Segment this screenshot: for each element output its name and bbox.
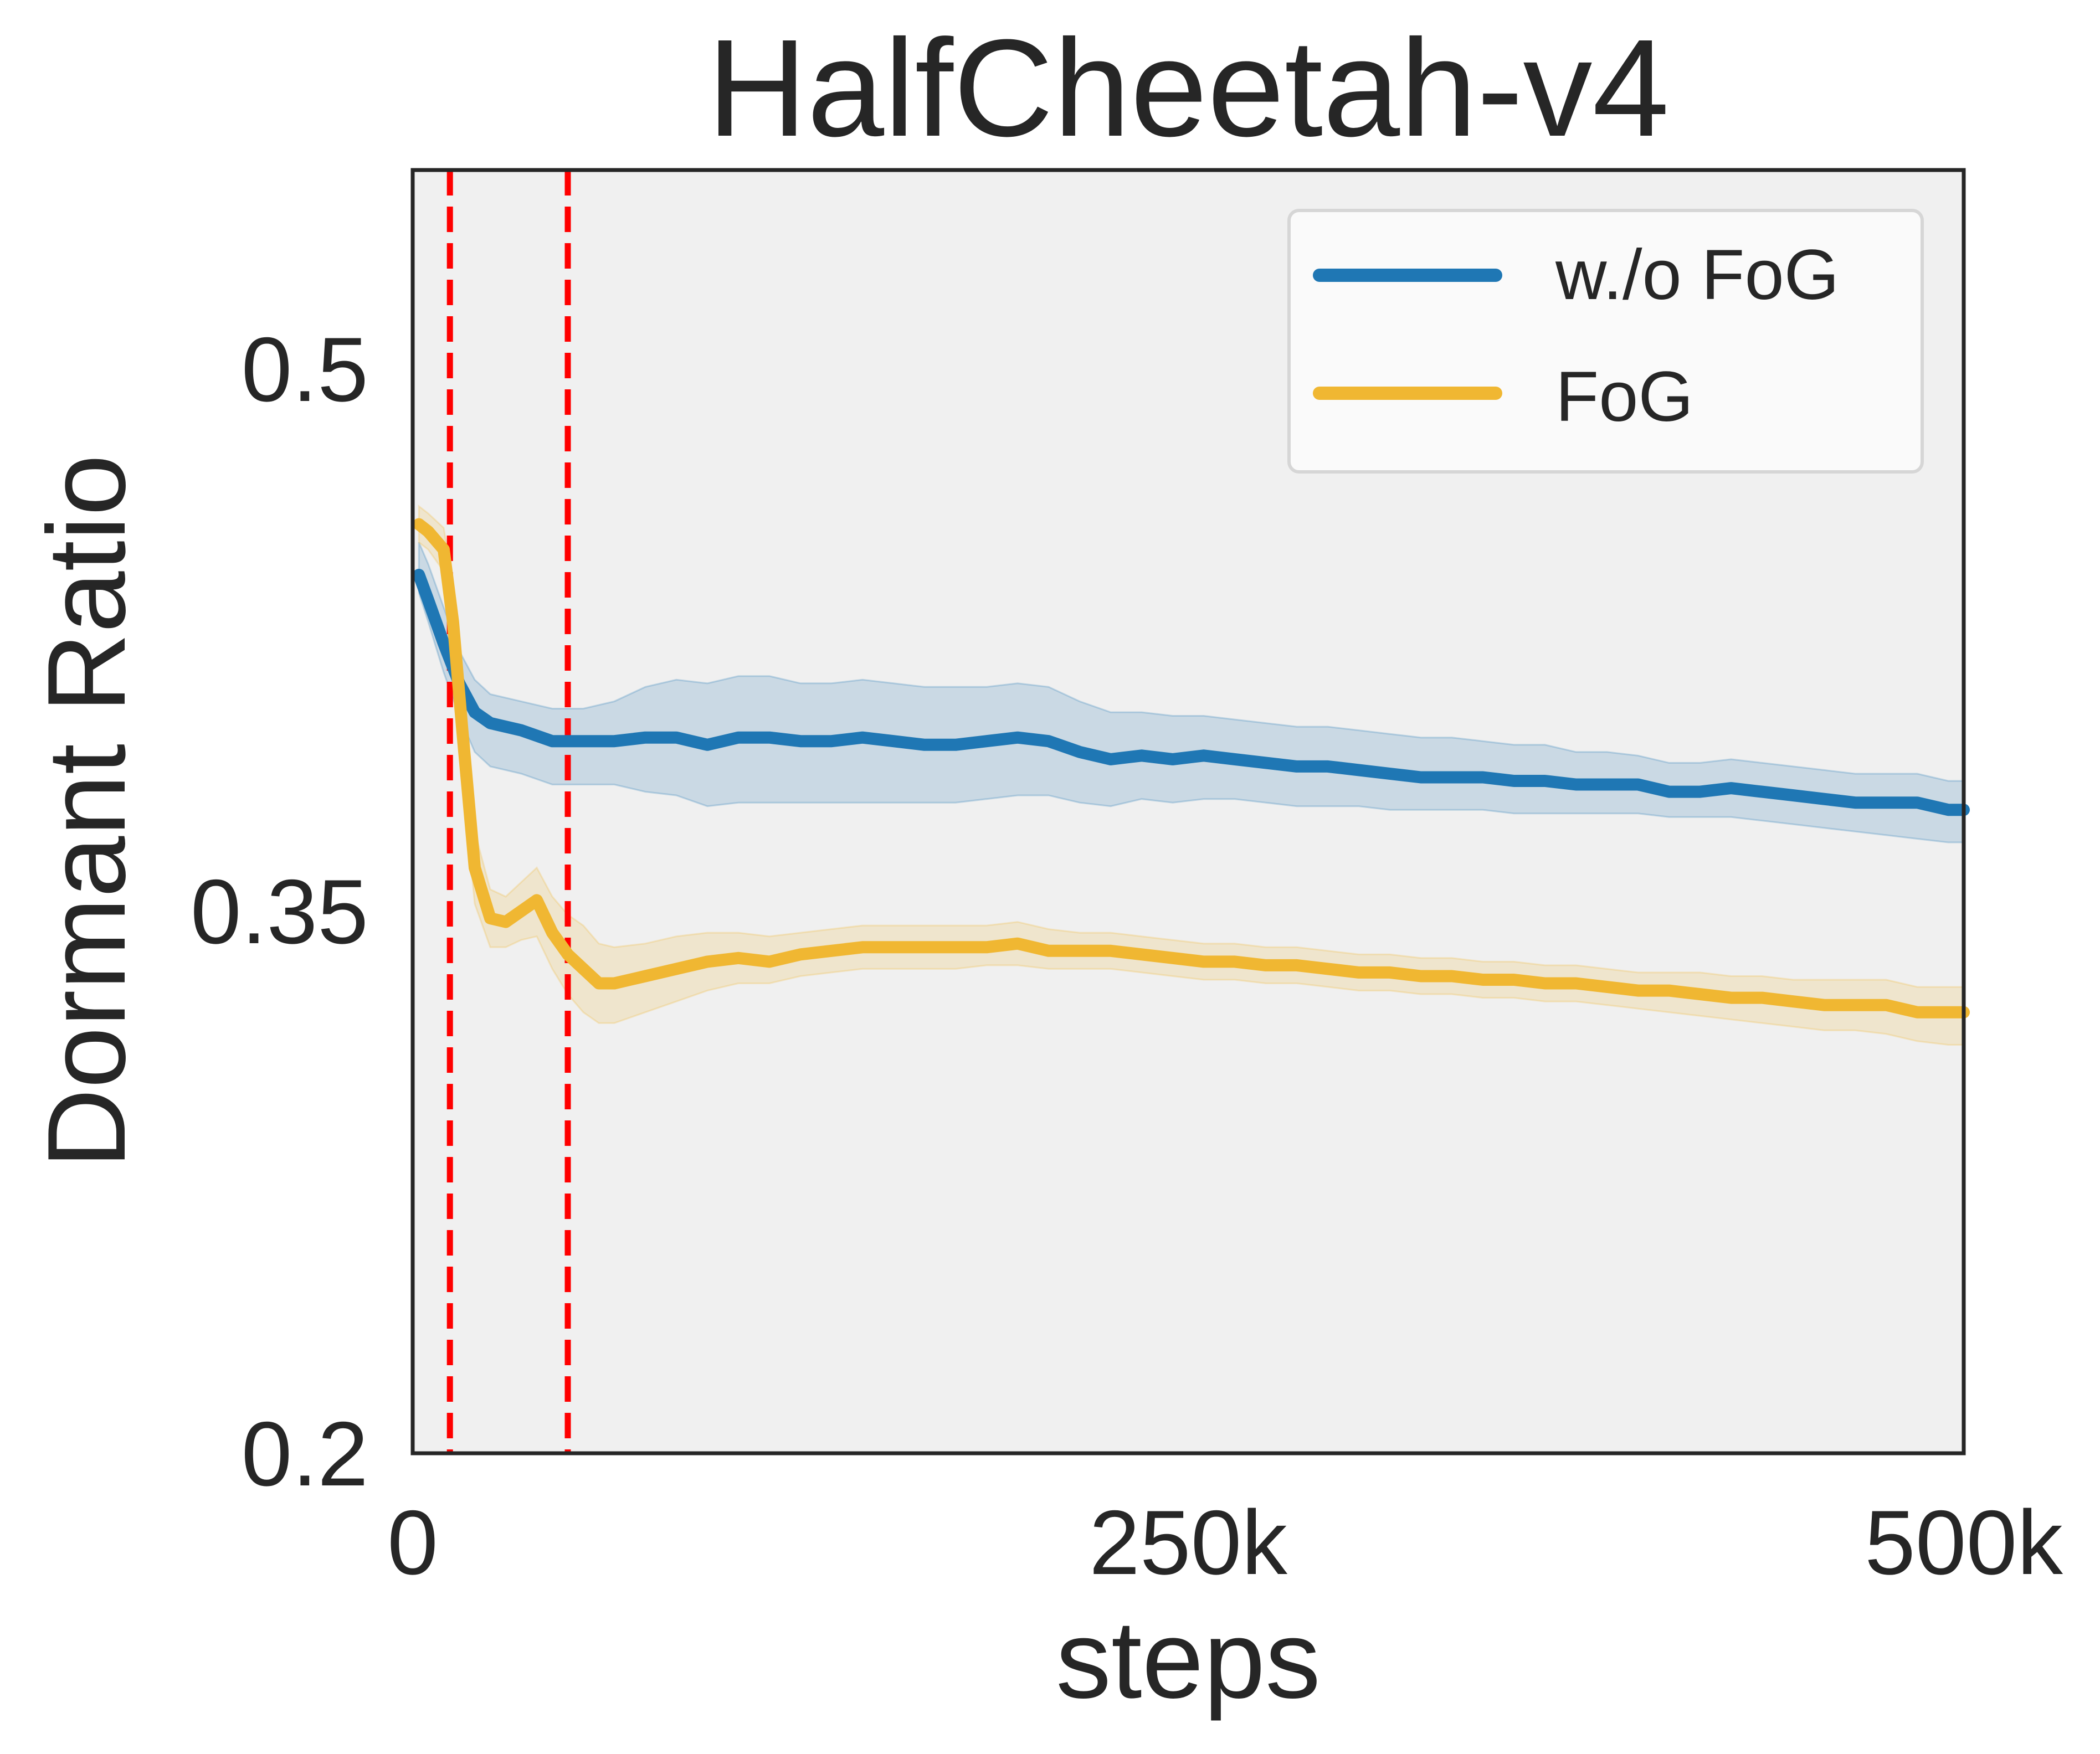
y-axis-label: Dormant Ratio	[25, 454, 148, 1168]
series-line-w-o-fog	[413, 569, 1970, 816]
series-line-fog	[413, 518, 1970, 1019]
legend: w./o FoG FoG	[1287, 209, 1924, 474]
x-axis-label: steps	[1056, 1598, 1321, 1721]
x-tick-label: 0	[387, 1491, 438, 1593]
x-axis-ticks: 0 250k 500k	[387, 1491, 2063, 1593]
plot-frame	[410, 168, 1966, 1455]
x-tick-label: 500k	[1865, 1491, 2063, 1593]
y-tick-label: 0.35	[191, 861, 368, 963]
y-tick-label: 0.5	[242, 318, 368, 420]
legend-label-wo-fog: w./o FoG	[1555, 235, 1839, 315]
series-lines	[413, 518, 1970, 1019]
x-tick-label: 250k	[1089, 1491, 1287, 1593]
chart-title: HalfCheetah-v4	[707, 11, 1669, 165]
y-axis-ticks: 0.2 0.35 0.5	[191, 318, 368, 1505]
legend-label-fog: FoG	[1555, 357, 1693, 436]
vertical-marker-lines	[446, 170, 571, 1453]
y-tick-label: 0.2	[242, 1403, 368, 1505]
